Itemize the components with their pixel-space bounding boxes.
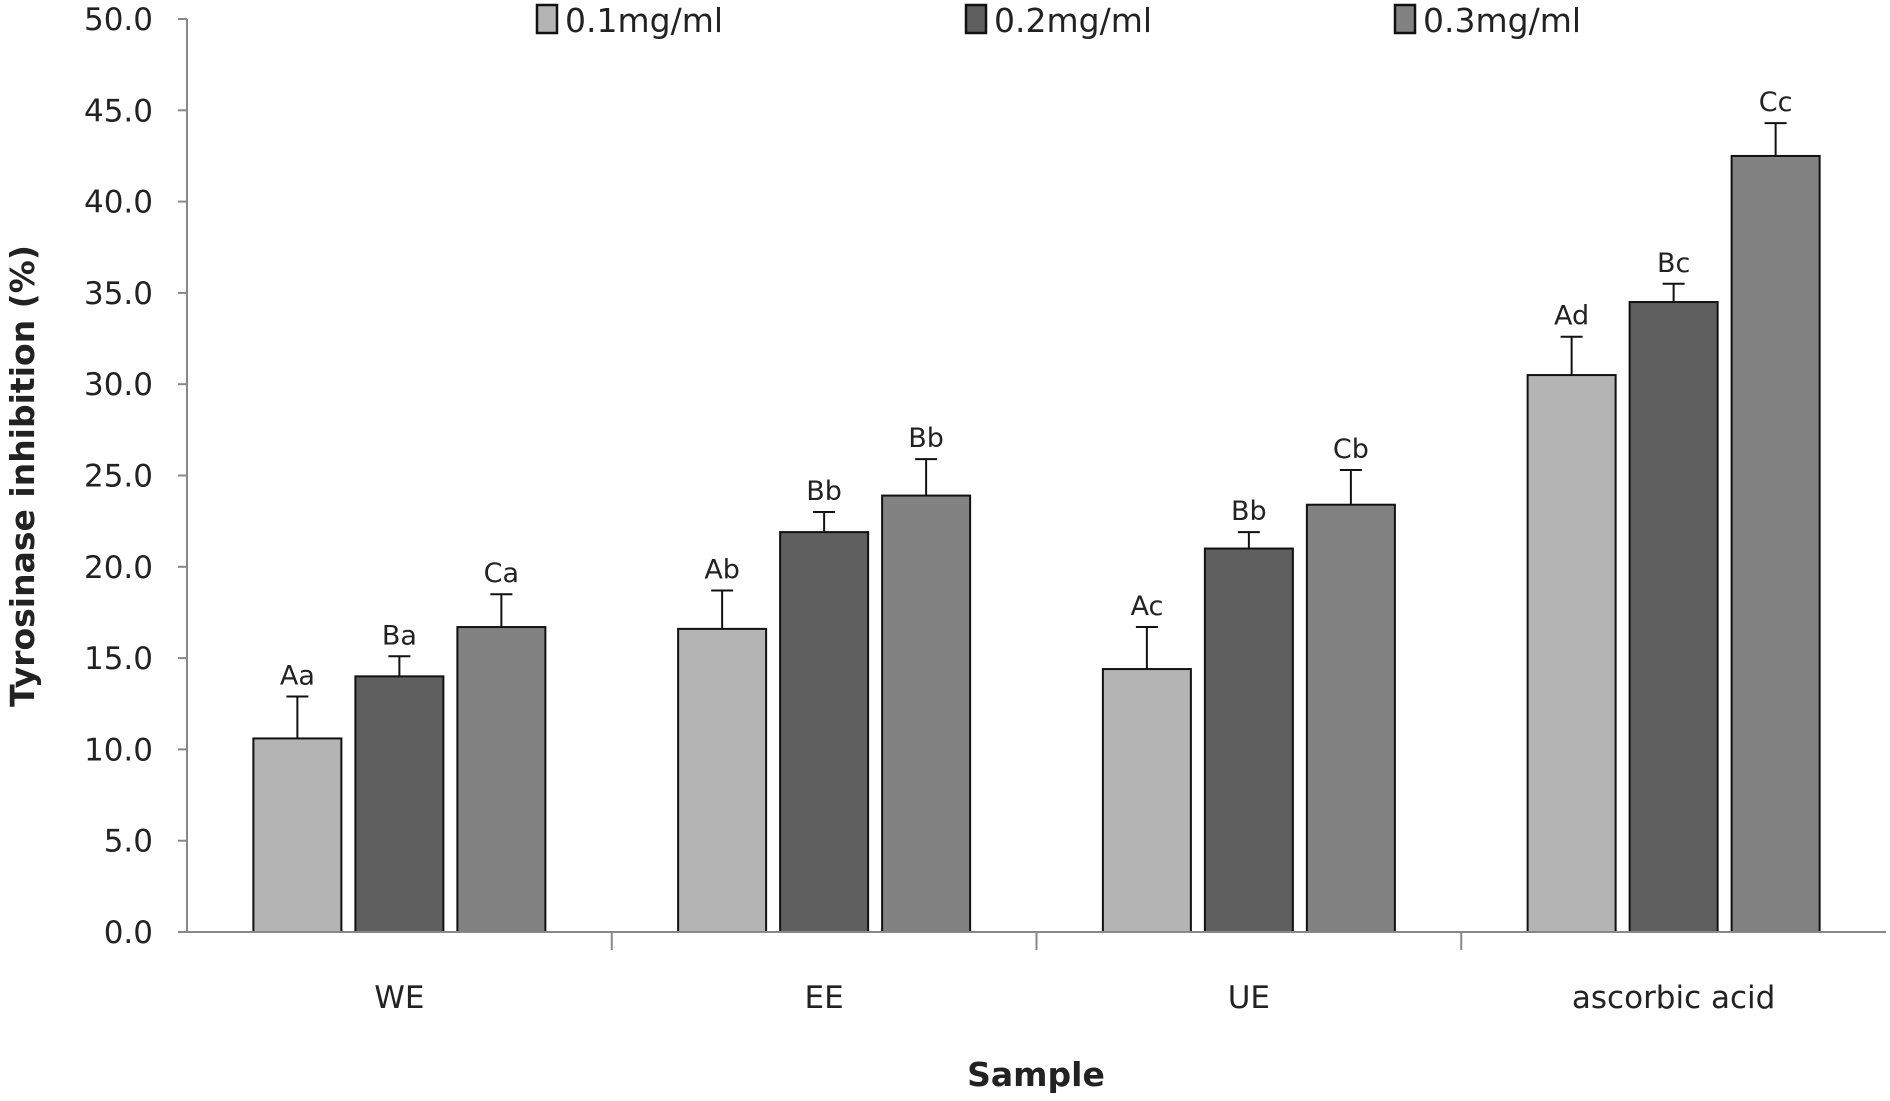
x-tick-label: UE xyxy=(1228,980,1270,1016)
legend-label: 0.2mg/ml xyxy=(994,1,1152,40)
y-tick-label: 50.0 xyxy=(84,2,153,38)
y-tick-label: 30.0 xyxy=(84,367,153,403)
bar xyxy=(1101,668,1192,934)
legend-label: 0.1mg/ml xyxy=(565,1,723,40)
x-tick-label: ascorbic acid xyxy=(1572,980,1775,1016)
bar xyxy=(1203,547,1294,933)
legend-swatch xyxy=(535,3,559,35)
significance-label: Ba xyxy=(382,620,417,651)
bar xyxy=(354,675,445,933)
x-tick-label: WE xyxy=(374,980,424,1016)
significance-label: Bb xyxy=(1231,496,1267,527)
significance-label: Aa xyxy=(280,660,315,691)
y-tick-label: 40.0 xyxy=(84,185,153,221)
x-tick-label: EE xyxy=(805,980,844,1016)
x-axis-title: Sample xyxy=(967,1055,1105,1094)
y-tick-label: 35.0 xyxy=(84,276,153,312)
bar xyxy=(779,531,870,934)
bar xyxy=(677,627,768,933)
y-tick-label: 20.0 xyxy=(84,550,153,586)
bar xyxy=(252,737,343,933)
y-axis-title: Tyrosinase inhibition (%) xyxy=(3,245,42,707)
significance-label: Ac xyxy=(1130,591,1163,622)
significance-label: Cb xyxy=(1333,434,1369,465)
significance-label: Bb xyxy=(806,476,842,507)
bar xyxy=(881,494,972,933)
y-tick-label: 25.0 xyxy=(84,459,153,495)
bar xyxy=(456,626,547,933)
significance-label: Bb xyxy=(908,423,944,454)
bar xyxy=(1526,374,1617,933)
y-tick-label: 10.0 xyxy=(84,732,153,768)
y-tick-label: 45.0 xyxy=(84,93,153,129)
significance-label: Ad xyxy=(1554,301,1589,332)
bar xyxy=(1628,301,1719,933)
bar xyxy=(1730,154,1821,933)
significance-label: Cc xyxy=(1759,87,1793,118)
y-tick-label: 15.0 xyxy=(84,641,153,677)
significance-label: Ca xyxy=(484,558,519,589)
significance-label: Bc xyxy=(1657,248,1690,279)
legend-swatch xyxy=(964,3,988,35)
y-tick-label: 0.0 xyxy=(104,915,153,951)
bar xyxy=(1305,503,1396,933)
legend-swatch xyxy=(1393,3,1417,35)
significance-label: Ab xyxy=(704,555,740,586)
y-tick-label: 5.0 xyxy=(104,824,153,860)
legend-label: 0.3mg/ml xyxy=(1423,1,1581,40)
